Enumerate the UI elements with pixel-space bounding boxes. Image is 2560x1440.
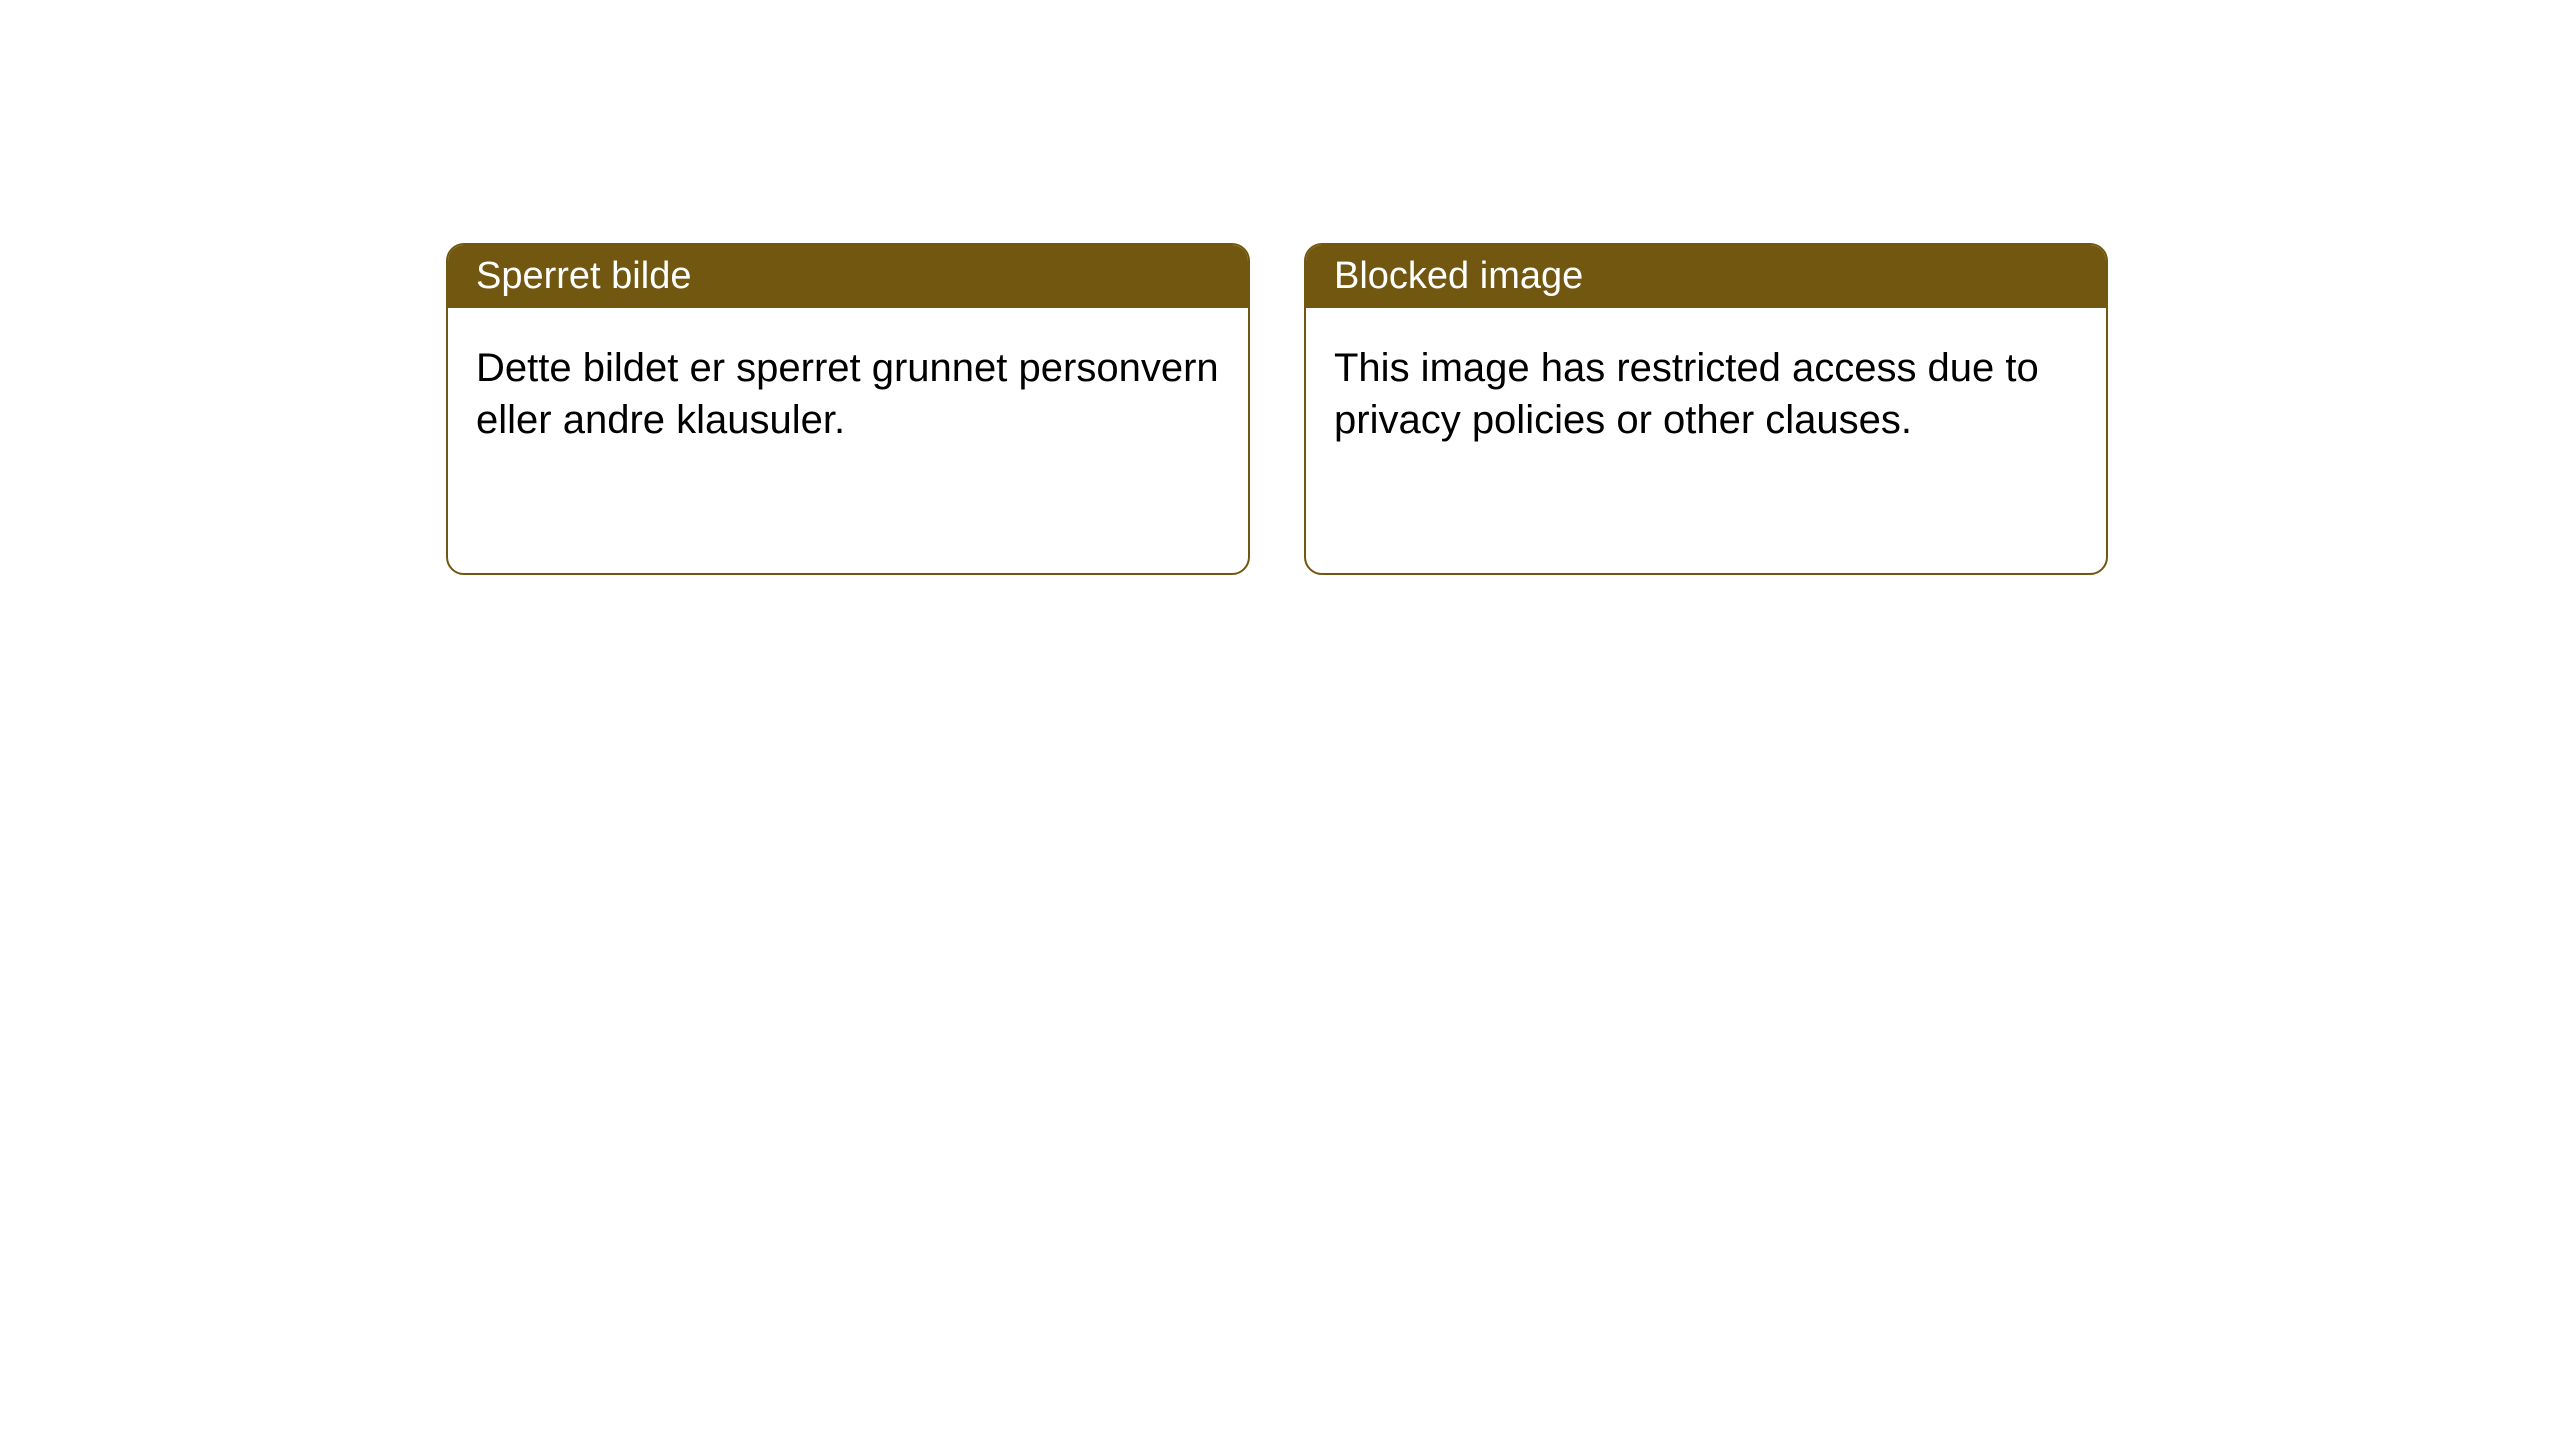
card-body: This image has restricted access due to …: [1306, 308, 2106, 480]
card-message: This image has restricted access due to …: [1334, 346, 2039, 442]
card-title: Blocked image: [1334, 255, 1583, 297]
card-message: Dette bildet er sperret grunnet personve…: [476, 346, 1219, 442]
notice-card-norwegian: Sperret bilde Dette bildet er sperret gr…: [446, 243, 1250, 575]
notice-cards-container: Sperret bilde Dette bildet er sperret gr…: [0, 0, 2560, 575]
notice-card-english: Blocked image This image has restricted …: [1304, 243, 2108, 575]
card-title: Sperret bilde: [476, 255, 691, 297]
card-body: Dette bildet er sperret grunnet personve…: [448, 308, 1248, 480]
card-header: Sperret bilde: [448, 245, 1248, 308]
card-header: Blocked image: [1306, 245, 2106, 308]
